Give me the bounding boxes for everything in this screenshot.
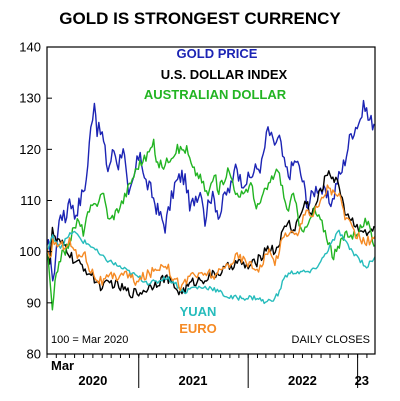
y-tick-label: 90 [27,295,41,310]
y-tick-label: 130 [19,91,41,106]
x-tick-label: 2020 [78,373,107,388]
source-note: DAILY CLOSES [292,334,370,346]
chart-title: GOLD IS STRONGEST CURRENCY [59,9,341,28]
series-line-euro [46,184,376,292]
y-axis: 80 90 100 110 120 130 140 [19,40,52,362]
legend-euro: EURO [179,321,217,336]
y-tick-label: 140 [19,40,41,55]
x-tick-label: 23 [355,373,369,388]
legend-gold: GOLD PRICE [177,46,258,61]
x-tick-label: Mar [51,358,74,373]
y-tick-label: 100 [19,244,41,259]
x-axis: Mar 2020 2021 2022 23 [46,354,369,388]
x-tick-label: 2021 [179,373,208,388]
y-tick-label: 80 [27,347,41,362]
y-tick-label: 110 [20,193,41,208]
series-layer [46,99,376,311]
x-tick-label: 2022 [288,373,317,388]
legend-usd: U.S. DOLLAR INDEX [161,67,288,82]
series-line-australian-dollar [46,138,375,311]
y-tick-label: 120 [19,142,41,157]
series-line-yuan [46,229,376,305]
base-note: 100 = Mar 2020 [51,334,128,346]
legend-yuan: YUAN [180,304,217,319]
legend-aud: AUSTRALIAN DOLLAR [144,87,287,102]
